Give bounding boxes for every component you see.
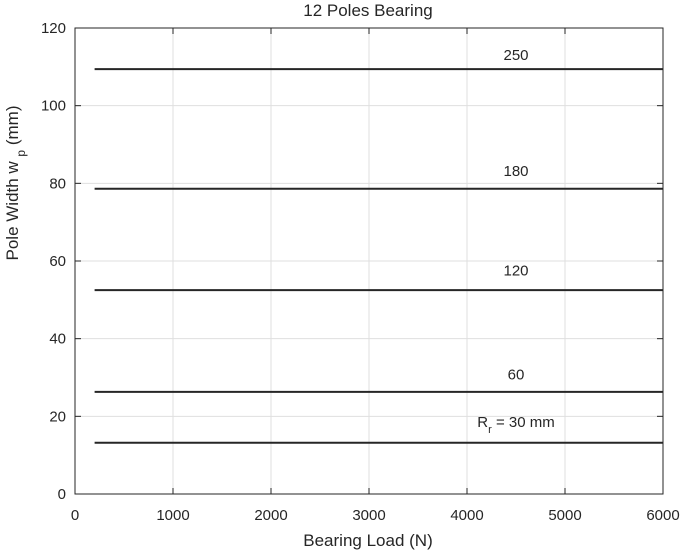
y-tick-label: 40	[49, 331, 66, 348]
axis-ticks: 0 1000 2000 3000 4000 5000 6000 0 20 40 60 80 100 120	[41, 20, 680, 524]
y-tick-label: 60	[49, 253, 66, 270]
series-label-subscript: r	[488, 424, 492, 436]
x-tick-label: 1000	[156, 507, 189, 524]
series-label-main: R	[477, 414, 488, 431]
x-axis-label: Bearing Load (N)	[303, 531, 432, 550]
y-axis-label-subscript: p	[14, 150, 28, 157]
series-label: 60	[508, 366, 525, 383]
x-tick-label: 0	[71, 507, 79, 524]
series-label-main: 180	[503, 163, 528, 180]
y-axis-label-unit: (mm)	[3, 105, 22, 145]
chart-title: 12 Poles Bearing	[303, 1, 432, 20]
series-label: 250	[503, 47, 528, 64]
x-tick-label: 2000	[254, 507, 287, 524]
grid-lines	[75, 28, 663, 494]
y-tick-label: 120	[41, 20, 66, 37]
x-tick-label: 3000	[352, 507, 385, 524]
y-tick-label: 100	[41, 98, 66, 115]
y-axis-label: Pole Width w p (mm)	[3, 105, 28, 260]
series-label: 180	[503, 163, 528, 180]
series-label: 120	[503, 262, 528, 279]
series-labels: Rr = 30 mm 60 120 180 250	[477, 47, 554, 436]
series-label-main: 60	[508, 366, 525, 383]
x-tick-label: 6000	[646, 507, 679, 524]
y-axis-label-main: Pole Width w	[3, 161, 22, 261]
series-label-rest: = 30 mm	[492, 414, 555, 431]
y-tick-label: 0	[58, 486, 66, 503]
x-tick-label: 4000	[450, 507, 483, 524]
y-tick-label: 80	[49, 175, 66, 192]
series-lines	[94, 68, 663, 444]
series-label-main: 120	[503, 262, 528, 279]
x-tick-label: 5000	[548, 507, 581, 524]
series-label-main: 250	[503, 47, 528, 64]
y-tick-label: 20	[49, 408, 66, 425]
series-label: Rr = 30 mm	[477, 414, 554, 436]
